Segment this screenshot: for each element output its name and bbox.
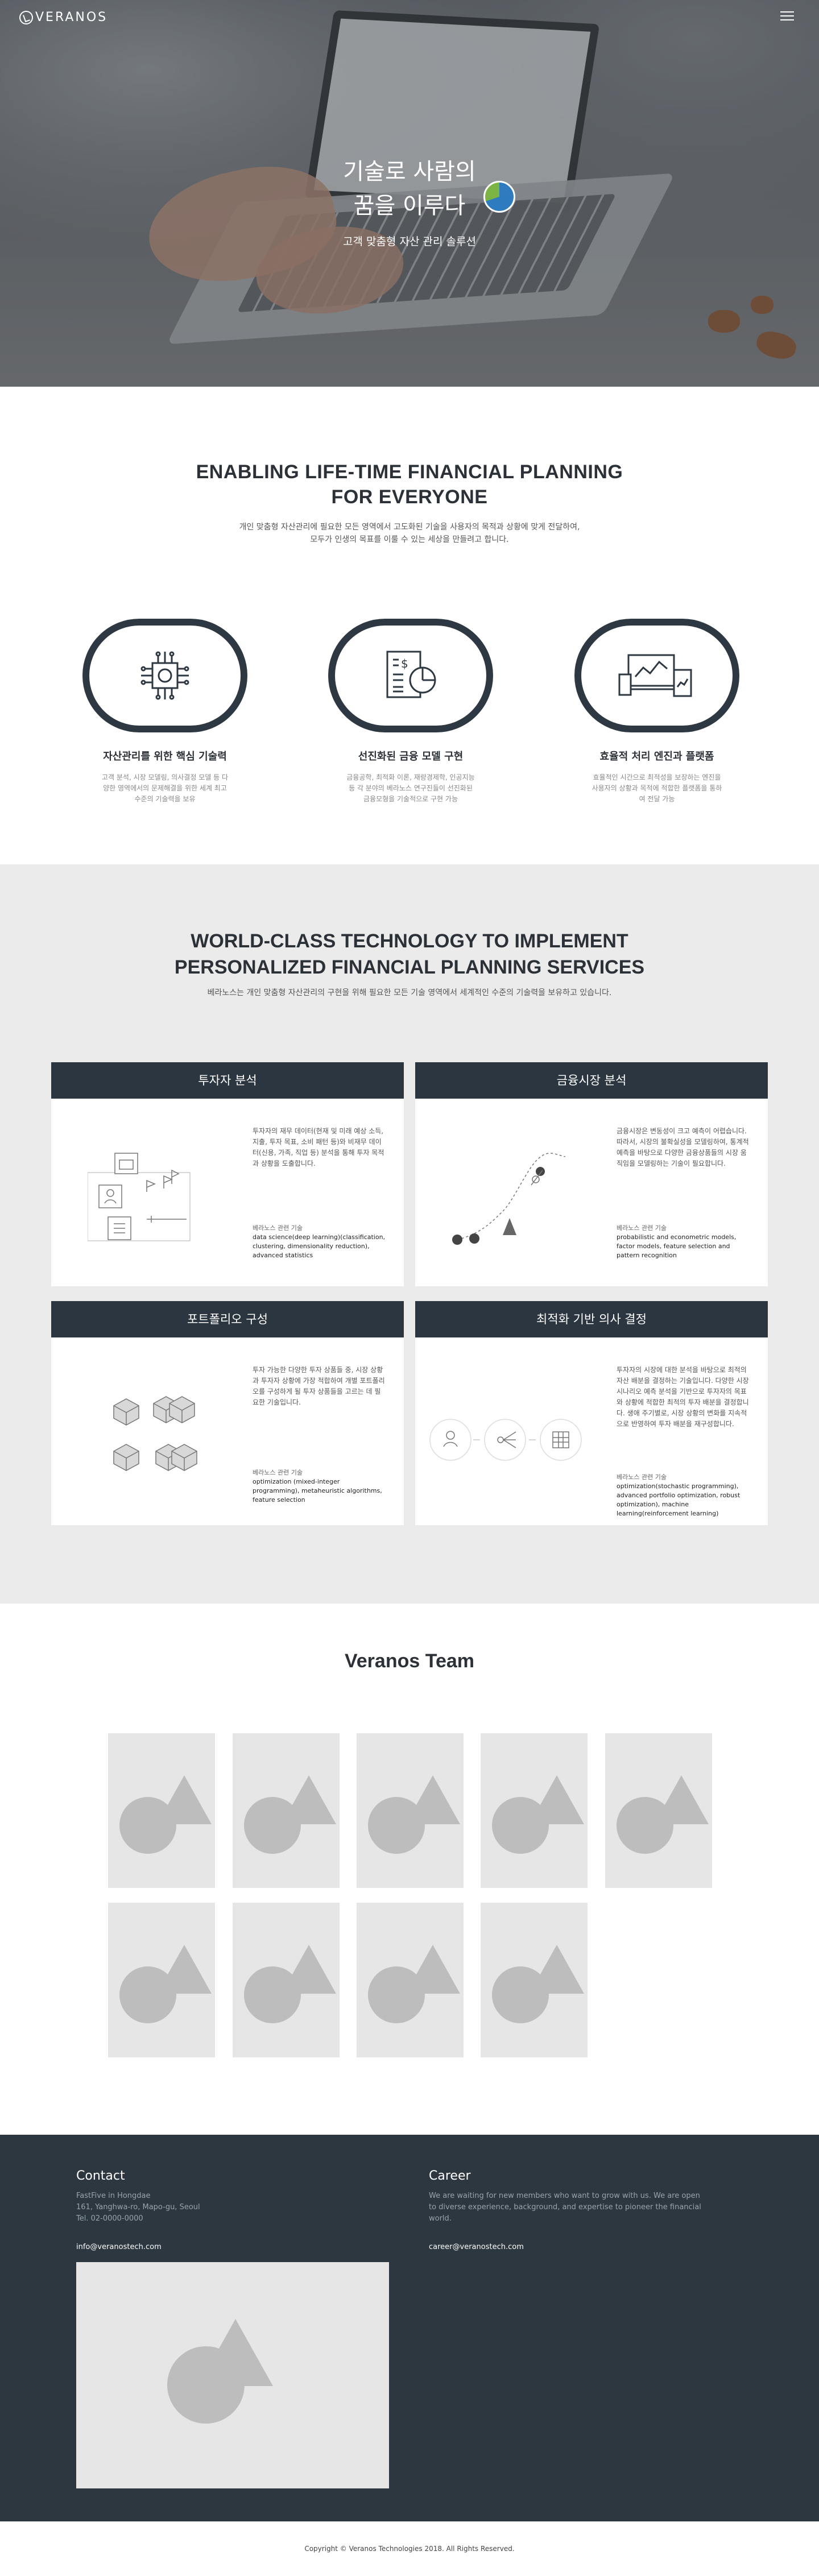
feature-title: 자산관리를 위한 핵심 기술력: [103, 751, 227, 763]
tech-card-market-analysis: 금융시장 분석 금융시장은 변동성이 크고 예측이 어렵습니다. 따라서, 시장…: [415, 1062, 768, 1286]
feature-financial-model: $ 선진화된 금융 모델 구현 금융공학, 최적화 이론, 재량경제학, 인공지…: [328, 619, 493, 805]
devices-icon: [618, 654, 692, 697]
feature-title: 선진화된 금융 모델 구현: [358, 751, 464, 763]
card-text: 금융시장은 변동성이 크고 예측이 어렵습니다. 따라서, 시장의 불확실성을 …: [617, 1127, 749, 1167]
feature-pill: [574, 619, 739, 732]
career-text: We are waiting for new members who want …: [429, 2192, 701, 2223]
card-tech: 베라노스 관련 기술 data science(deep learning)(c…: [253, 1224, 386, 1259]
contact-email-link[interactable]: info@veranostech.com: [76, 2243, 162, 2251]
technology-section: WORLD-CLASS TECHNOLOGY TO IMPLEMENT PERS…: [0, 864, 819, 1604]
card-text: 투자자의 재무 데이터(현재 및 미래 예상 소득, 지출, 투자 목표, 소비…: [253, 1127, 384, 1167]
chip-icon: [140, 651, 189, 700]
team-member-photo: [481, 1733, 588, 1888]
team-member-photo: [233, 1733, 340, 1888]
tech-card-investor-analysis: 투자자 분석 투자자의 재무 데이터(현재 및 미래 예상 소득, 지출, 투자…: [51, 1062, 404, 1286]
technology-title: WORLD-CLASS TECHNOLOGY TO IMPLEMENT PERS…: [174, 930, 645, 978]
feature-core-technology: 자산관리를 위한 핵심 기술력 고객 분석, 시장 모델링, 의사결정 모델 등…: [82, 619, 247, 805]
hero-section: VERANOS 기술로 사람의 꿈을 이루다 고객 맞춤형 자산 관리 솔루션: [0, 0, 819, 387]
feature-pill: $: [328, 619, 493, 732]
feature-description: 금융공학, 최적화 이론, 재량경제학, 인공지능 등 각 분야의 베라노스 연…: [346, 773, 475, 803]
investor-analysis-icon: [88, 1153, 191, 1241]
tech-card-optimization: 최적화 기반 의사 결정 투자자의 시장에 대한 분석을 바탕으로 최적의 자산…: [415, 1301, 768, 1525]
logo[interactable]: VERANOS: [19, 10, 107, 24]
contact-title: Contact: [76, 2169, 125, 2183]
footer: Contact FastFive in Hongdae 161, Yanghwa…: [0, 2135, 819, 2521]
team-member-photo: [357, 1903, 464, 2057]
card-title: 금융시장 분석: [415, 1062, 768, 1099]
card-text: 투자자의 시장에 대한 분석을 바탕으로 최적의 자산 배분을 결정하는 기술입…: [617, 1366, 749, 1428]
team-member-photo: [481, 1903, 588, 2057]
card-tech: 베라노스 관련 기술 optimization(stochastic progr…: [617, 1473, 741, 1517]
logo-text: VERANOS: [35, 10, 108, 24]
contact-address: FastFive in Hongdae 161, Yanghwa-ro, Map…: [76, 2192, 200, 2223]
pie-chart-icon: [483, 181, 515, 213]
market-analysis-icon: [452, 1153, 566, 1245]
card-text: 투자 가능한 다양한 투자 상품들 중, 시장 상황과 투자자 상황에 가장 적…: [253, 1366, 385, 1406]
copyright: Copyright © Veranos Technologies 2018. A…: [0, 2521, 819, 2576]
career-title: Career: [429, 2169, 471, 2183]
decision-flow-icon: [429, 1419, 582, 1461]
career-email-link[interactable]: career@veranostech.com: [429, 2243, 524, 2251]
hero-subtitle: 고객 맞춤형 자산 관리 솔루션: [343, 235, 476, 248]
feature-pill: [82, 619, 247, 732]
feature-engine-platform: 효율적 처리 엔진과 플랫폼 효율적인 시간으로 최적성을 보장하는 엔진을 사…: [574, 619, 739, 805]
team-member-photo: [233, 1903, 340, 2057]
card-title: 포트폴리오 구성: [51, 1301, 404, 1337]
logo-mark-icon: [19, 10, 33, 24]
card-title: 투자자 분석: [51, 1062, 404, 1099]
technology-description: 베라노스는 개인 맞춤형 자산관리의 구현을 위해 필요한 모든 기술 영역에서…: [207, 988, 612, 997]
team-member-photo: [108, 1903, 215, 2057]
team-member-photo: [108, 1733, 215, 1888]
team-member-photo: [357, 1733, 464, 1888]
svg-text:$: $: [401, 657, 408, 670]
card-tech: 베라노스 관련 기술 optimization (mixed-integer p…: [253, 1469, 382, 1504]
intro-description: 개인 맞춤형 자산관리에 필요한 모든 영역에서 고도화된 기술을 사용자의 목…: [239, 523, 580, 544]
team-title: Veranos Team: [344, 1650, 475, 1672]
tech-card-portfolio: 포트폴리오 구성 투자 가능한 다양한 투자 상품들 중, 시장 상황과 투자자…: [51, 1301, 404, 1525]
feature-title: 효율적 처리 엔진과 플랫폼: [599, 751, 714, 763]
card-tech: 베라노스 관련 기술 probabilistic and econometric…: [617, 1224, 737, 1259]
portfolio-blocks-icon: [113, 1396, 197, 1471]
hero-title: 기술로 사람의 꿈을 이루다: [343, 159, 476, 219]
feature-description: 고객 분석, 시장 모델링, 의사결정 모델 등 다양한 영역에서의 문제해결을…: [101, 773, 228, 803]
report-icon: $: [386, 651, 436, 698]
card-title: 최적화 기반 의사 결정: [415, 1301, 768, 1337]
team-member-photo: [605, 1733, 712, 1888]
intro-title: ENABLING LIFE-TIME FINANCIAL PLANNING FO…: [196, 461, 623, 508]
menu-icon[interactable]: [780, 11, 794, 22]
map-placeholder: [76, 2262, 389, 2488]
feature-description: 효율적인 시간으로 최적성을 보장하는 엔진을 사용자의 상황과 목적에 적합한…: [592, 773, 722, 803]
